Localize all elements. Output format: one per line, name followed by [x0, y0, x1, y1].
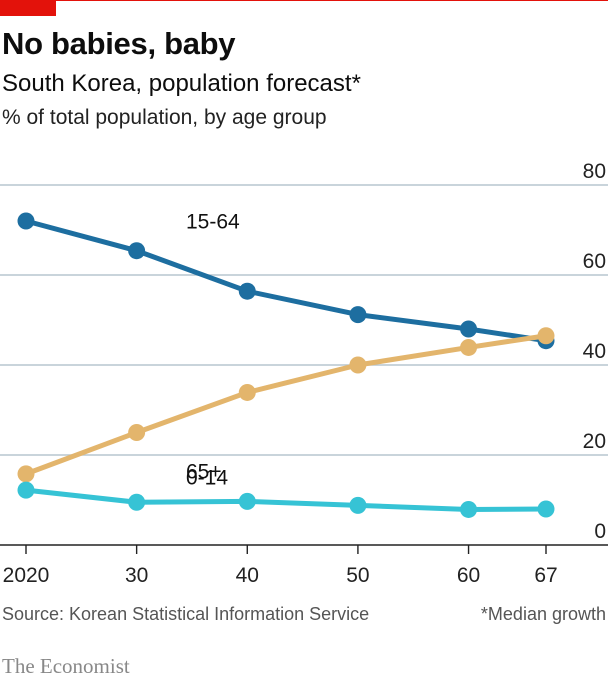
series-line — [23, 218, 549, 344]
y-tick-label: 20 — [583, 430, 606, 453]
unit-label: % of total population, by age group — [2, 106, 327, 129]
y-tick-label: 60 — [583, 250, 606, 273]
y-tick-label: 40 — [583, 340, 606, 363]
data-point — [238, 492, 256, 510]
series-0-14 — [17, 481, 555, 518]
data-point — [460, 500, 478, 518]
publisher-logo: The Economist — [2, 654, 130, 678]
series-line — [23, 333, 549, 477]
data-point — [17, 465, 35, 483]
x-tick-label: 40 — [236, 564, 259, 587]
data-point — [17, 481, 35, 499]
data-point — [349, 306, 367, 324]
data-point — [238, 282, 256, 300]
series-line — [23, 487, 549, 512]
series-label: 65+ — [186, 461, 222, 484]
x-tick-label: 30 — [125, 564, 148, 587]
source-note: Source: Korean Statistical Information S… — [2, 604, 370, 624]
chart-title: No babies, baby — [2, 26, 236, 61]
brand-red-tag — [0, 0, 56, 16]
series-layer — [17, 212, 555, 518]
top-rule — [0, 0, 608, 1]
data-point — [537, 500, 555, 518]
data-point — [460, 320, 478, 338]
x-tick-label: 60 — [457, 564, 480, 587]
chart-subtitle: South Korea, population forecast* — [2, 70, 361, 97]
data-point — [460, 338, 478, 356]
footnote: *Median growth — [480, 604, 606, 624]
data-point — [128, 242, 146, 260]
data-point — [238, 383, 256, 401]
series-label: 0-14 — [186, 466, 228, 489]
y-tick-label: 80 — [583, 160, 606, 183]
x-axis: 2020 30 40 50 60 67 — [3, 545, 558, 587]
series-labels: 15-64 65+0-14 — [186, 211, 240, 490]
x-tick-label: 2020 — [3, 564, 50, 587]
x-tick-label: 50 — [346, 564, 369, 587]
line-chart: 0 20 40 60 80 2020 30 40 50 60 67 15-64 65+0-14 — [0, 160, 608, 587]
y-axis-ticks: 0 20 40 60 80 — [583, 160, 606, 543]
series-15-64 — [17, 212, 555, 350]
data-point — [128, 424, 146, 441]
y-tick-label: 0 — [594, 520, 606, 543]
series-65+ — [17, 327, 555, 483]
x-tick-label: 67 — [534, 564, 557, 587]
series-label: 15-64 — [186, 211, 240, 234]
data-point — [128, 493, 146, 511]
gridlines — [0, 184, 608, 546]
data-point — [17, 212, 35, 230]
data-point — [537, 327, 555, 345]
data-point — [349, 496, 367, 514]
data-point — [349, 356, 367, 374]
